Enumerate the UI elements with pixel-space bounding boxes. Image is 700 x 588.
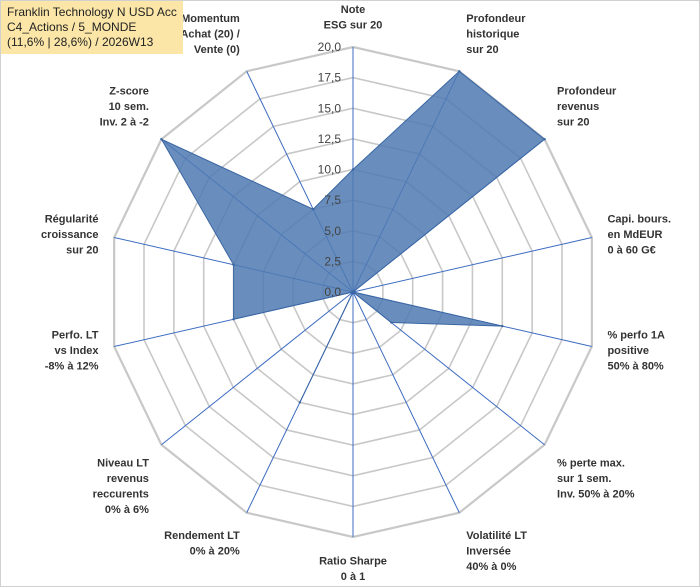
axis-label-13: Momentum Achat (20) / Vente (0) [180, 13, 240, 56]
axis-label-line: historique [466, 28, 519, 40]
axis-label-11: Régularité croissance sur 20 [41, 213, 98, 256]
axis-label-line: 40% à 0% [466, 561, 516, 573]
axis-spoke-6 [352, 291, 460, 513]
tick-label-2: 5,0 [324, 224, 341, 238]
axis-label-line: en MdEUR [607, 229, 662, 241]
axis-label-line: Inv. 2 à -2 [100, 116, 149, 128]
axis-label-line: Note [341, 4, 365, 16]
axis-label-line: 10 sem. [109, 101, 149, 113]
axis-label-line: Capi. bours. [607, 213, 671, 225]
axis-label-line: Achat (20) / [180, 28, 239, 40]
data-point-5 [390, 321, 393, 324]
data-series-polygon [160, 70, 546, 403]
axis-label-line: Momentum [181, 13, 240, 25]
axis-label-line: Vente (0) [194, 44, 240, 56]
axis-label-7: Ratio Sharpe 0 à 1 [319, 556, 387, 584]
data-point-0 [351, 168, 355, 171]
title-line-category: C4_Actions / 5_MONDE [7, 20, 137, 34]
axis-label-1: Profondeur historique sur 20 [466, 13, 526, 56]
chart-title-box: Franklin Technology N USD Acc C4_Actions… [1, 1, 183, 54]
axis-label-line: vs Index [55, 345, 100, 357]
axis-spoke-3 [352, 236, 592, 293]
axis-label-4: % perfo 1A positive 50% à 80% [607, 329, 665, 372]
axis-label-12: Z-score 10 sem. Inv. 2 à -2 [100, 85, 149, 128]
axis-label-line: Régularité [45, 213, 99, 225]
axis-label-10: Perfo. LT vs Index -8% à 12% [45, 329, 100, 372]
data-point-13 [311, 208, 315, 211]
axis-label-line: Z-score [109, 85, 149, 97]
axis-label-0: Note ESG sur 20 [324, 4, 383, 32]
axis-label-line: 0% à 20% [190, 545, 240, 557]
tick-label-5: 12,5 [318, 132, 342, 146]
axis-label-line: Inv. 50% à 20% [557, 488, 635, 500]
axis-label-line: 50% à 80% [607, 360, 663, 372]
axis-label-line: sur 20 [466, 44, 498, 56]
axis-label-line: Niveau LT [97, 457, 149, 469]
data-point-9 [351, 290, 355, 294]
data-point-8 [298, 401, 302, 404]
axis-label-line: sur 1 sem. [557, 473, 611, 485]
tick-label-3: 7,5 [324, 193, 341, 207]
axis-label-line: 0 à 1 [341, 571, 365, 583]
axis-label-line: positive [607, 345, 649, 357]
axis-label-line: reccurents [93, 488, 149, 500]
axis-label-line: croissance [41, 229, 98, 241]
axis-label-5: % perte max. sur 1 sem. Inv. 50% à 20% [557, 457, 635, 500]
axis-label-line: ESG sur 20 [324, 20, 383, 32]
tick-label-4: 10,0 [318, 163, 342, 177]
axis-label-line: sur 20 [66, 244, 98, 256]
tick-label-7: 17,5 [318, 71, 342, 85]
tick-label-1: 2,5 [324, 254, 341, 268]
axis-label-line: Inversée [466, 545, 511, 557]
axis-label-line: Ratio Sharpe [319, 556, 387, 568]
axis-label-line: -8% à 12% [45, 360, 99, 372]
axis-label-line: % perte max. [557, 457, 625, 469]
data-point-11 [232, 263, 235, 266]
data-point-10 [232, 318, 235, 321]
axis-label-line: Volatilité LT [466, 530, 527, 542]
axis-spoke-9 [161, 291, 354, 446]
axis-label-line: Rendement LT [164, 530, 240, 542]
axis-label-line: revenus [557, 101, 599, 113]
data-point-2 [543, 138, 546, 141]
axis-label-line: sur 20 [557, 116, 589, 128]
axis-label-line: 0% à 6% [105, 504, 149, 516]
tick-label-0: 0,0 [324, 285, 341, 299]
axis-label-line: revenus [107, 473, 149, 485]
title-line-fund: Franklin Technology N USD Acc [7, 5, 177, 19]
axis-label-line: 0 à 60 G€ [607, 244, 655, 256]
axis-label-line: Profondeur [466, 13, 526, 25]
data-point-4 [501, 324, 504, 328]
title-line-stats: (11,6% | 28,6%) / 2026W13 [7, 35, 154, 49]
axis-label-9: Niveau LT revenus reccurents 0% à 6% [93, 457, 150, 516]
axis-label-3: Capi. bours. en MdEUR 0 à 60 G€ [607, 213, 671, 256]
axis-label-line: Perfo. LT [52, 329, 99, 341]
axis-label-line: Profondeur [557, 85, 617, 97]
axis-label-line: % perfo 1A [607, 329, 665, 341]
axis-label-8: Rendement LT 0% à 20% [164, 530, 240, 558]
data-point-12 [160, 138, 163, 141]
axis-label-6: Volatilité LT Inversée 40% à 0% [466, 530, 527, 573]
tick-label-8: 20,0 [318, 40, 342, 54]
tick-label-6: 15,0 [318, 101, 342, 115]
data-point-1 [458, 70, 461, 73]
axis-label-2: Profondeur revenus sur 20 [557, 85, 617, 128]
